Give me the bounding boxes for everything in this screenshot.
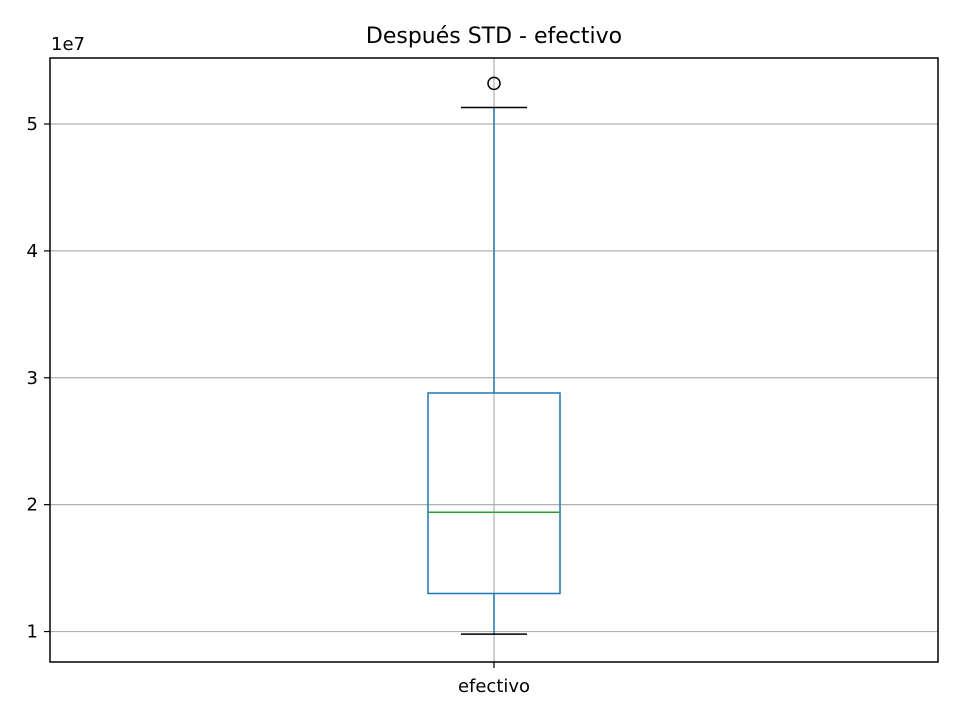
x-tick-label: efectivo xyxy=(458,676,530,697)
box-plot xyxy=(427,76,561,635)
y-tick-label: 2 xyxy=(27,495,38,516)
y-tick-label: 3 xyxy=(27,368,38,389)
y-tick-label: 4 xyxy=(27,241,38,262)
axes: 1 2 3 4 5 efectivo xyxy=(27,114,531,697)
chart-title: Después STD - efectivo xyxy=(366,24,622,49)
y-axis-offset-label: 1e7 xyxy=(51,34,85,55)
outlier-point xyxy=(487,76,501,91)
y-tick-label: 5 xyxy=(27,114,38,135)
y-tick-label: 1 xyxy=(27,622,38,643)
box-iqr xyxy=(427,392,561,595)
